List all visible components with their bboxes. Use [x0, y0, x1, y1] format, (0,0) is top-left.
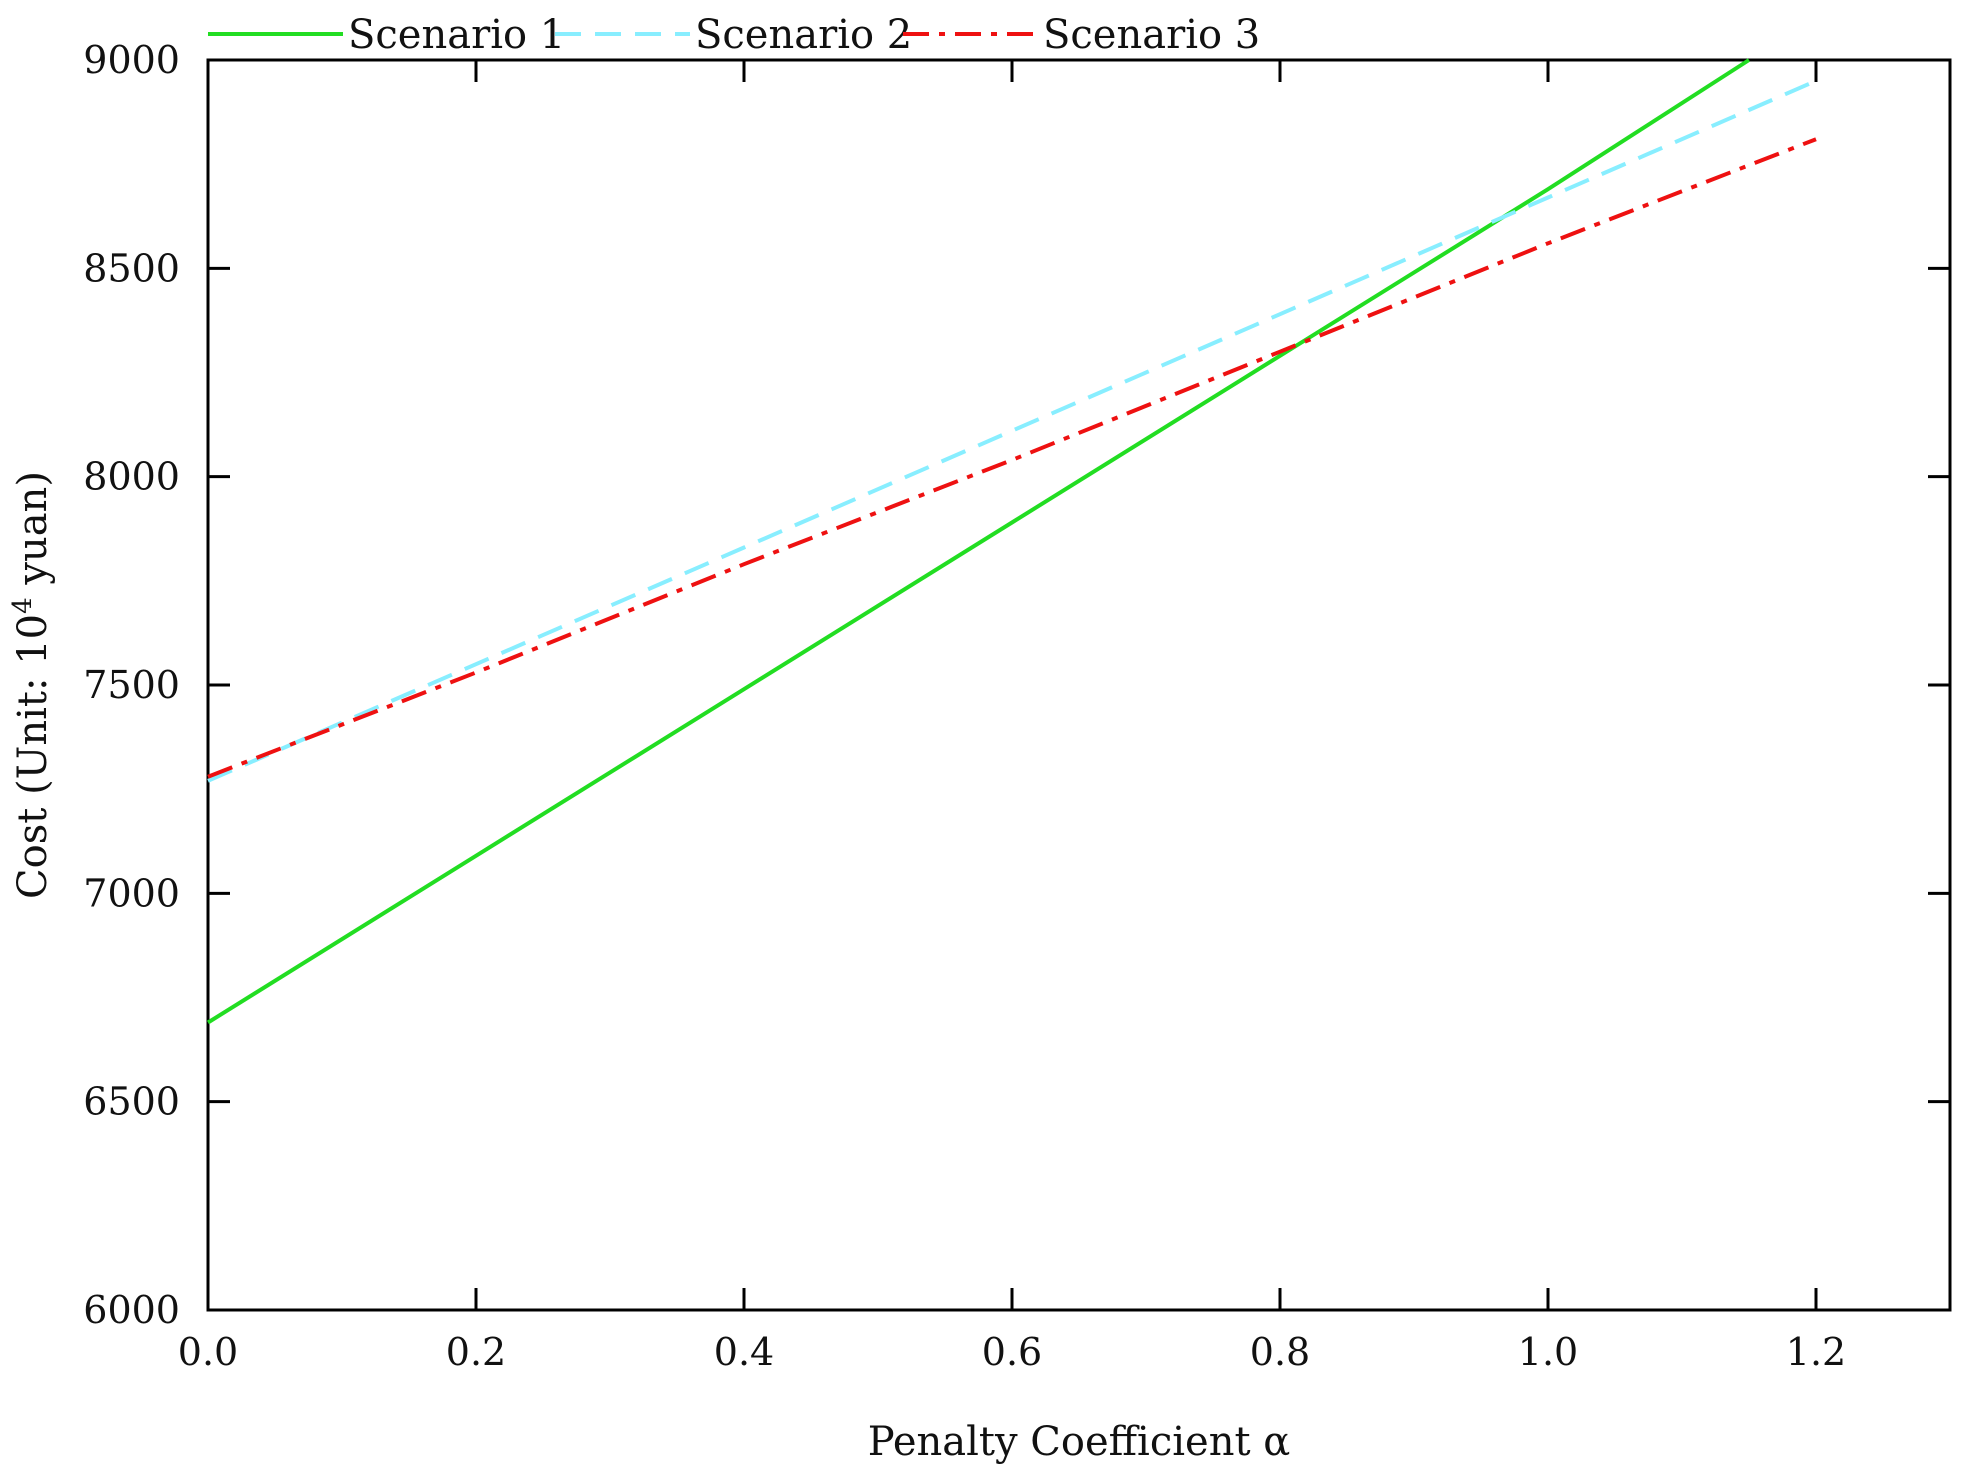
axis-ticks: 0.0 0.2 0.4 0.6 0.8 1.0 1.2 6000 6500 7000 7500 800… — [83, 38, 1950, 1374]
y-tick-label: 7500 — [83, 663, 180, 707]
series-layer — [206, 58, 1817, 1025]
y-axis-label: Cost (Unit: 104 yuan) — [8, 471, 56, 899]
y-axis-label-main: Cost (Unit: 10 — [10, 614, 56, 899]
y-axis-label-tail: yuan) — [10, 471, 56, 597]
y-tick-label: 6500 — [83, 1080, 180, 1124]
x-tick-label: 0.2 — [446, 1330, 506, 1374]
legend-label-scenario-2: Scenario 2 — [695, 12, 912, 58]
plot-border — [206, 58, 1952, 1312]
x-tick-label: 1.0 — [1518, 1330, 1578, 1374]
x-tick-label: 0.8 — [1250, 1330, 1310, 1374]
x-tick-label: 0.6 — [982, 1330, 1042, 1374]
x-tick-label: 1.2 — [1786, 1330, 1846, 1374]
x-tick-label: 0.4 — [714, 1330, 774, 1374]
y-tick-label: 7000 — [83, 871, 180, 915]
plot-area — [206, 58, 1952, 1312]
x-axis-label: Penalty Coefficient α — [868, 1419, 1291, 1465]
y-tick-label: 8500 — [83, 246, 180, 290]
y-axis-label-superscript: 4 — [8, 597, 38, 614]
legend: Scenario 1 Scenario 2 Scenario 3 — [208, 12, 1260, 58]
series-line-scenario-2 — [207, 78, 1817, 783]
x-tick-label: 0.0 — [178, 1330, 238, 1374]
legend-label-scenario-3: Scenario 3 — [1043, 12, 1260, 58]
y-tick-label: 9000 — [83, 38, 180, 82]
series-line-scenario-1 — [206, 58, 1751, 1025]
series-line-scenario-3 — [207, 137, 1817, 779]
legend-label-scenario-1: Scenario 1 — [348, 12, 565, 58]
y-tick-label: 8000 — [83, 455, 180, 499]
y-tick-label: 6000 — [83, 1288, 180, 1332]
